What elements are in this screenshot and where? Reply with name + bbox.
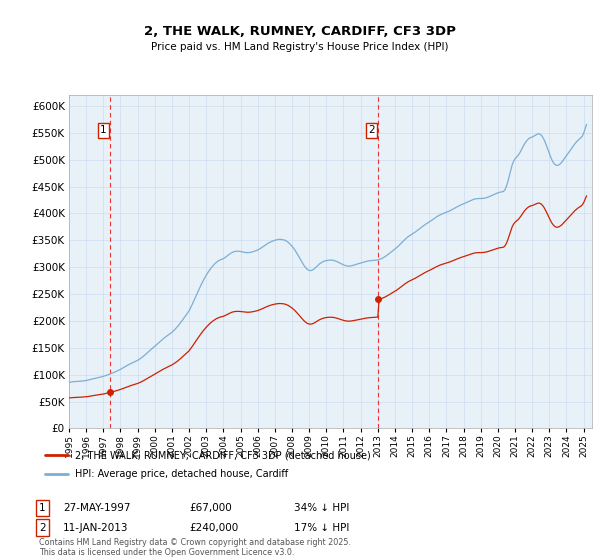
Text: 34% ↓ HPI: 34% ↓ HPI — [294, 503, 349, 513]
Text: 2, THE WALK, RUMNEY, CARDIFF, CF3 3DP: 2, THE WALK, RUMNEY, CARDIFF, CF3 3DP — [144, 25, 456, 38]
Text: 2: 2 — [39, 522, 46, 533]
Text: Price paid vs. HM Land Registry's House Price Index (HPI): Price paid vs. HM Land Registry's House … — [151, 42, 449, 52]
Text: HPI: Average price, detached house, Cardiff: HPI: Average price, detached house, Card… — [75, 469, 288, 479]
Text: 1: 1 — [39, 503, 46, 513]
Text: 2, THE WALK, RUMNEY, CARDIFF, CF3 3DP (detached house): 2, THE WALK, RUMNEY, CARDIFF, CF3 3DP (d… — [75, 450, 371, 460]
Text: 27-MAY-1997: 27-MAY-1997 — [63, 503, 131, 513]
Text: 17% ↓ HPI: 17% ↓ HPI — [294, 522, 349, 533]
Text: 11-JAN-2013: 11-JAN-2013 — [63, 522, 128, 533]
Text: Contains HM Land Registry data © Crown copyright and database right 2025.
This d: Contains HM Land Registry data © Crown c… — [39, 538, 351, 557]
Text: £67,000: £67,000 — [189, 503, 232, 513]
Text: 1: 1 — [100, 125, 107, 135]
Text: £240,000: £240,000 — [189, 522, 238, 533]
Text: 2: 2 — [368, 125, 375, 135]
